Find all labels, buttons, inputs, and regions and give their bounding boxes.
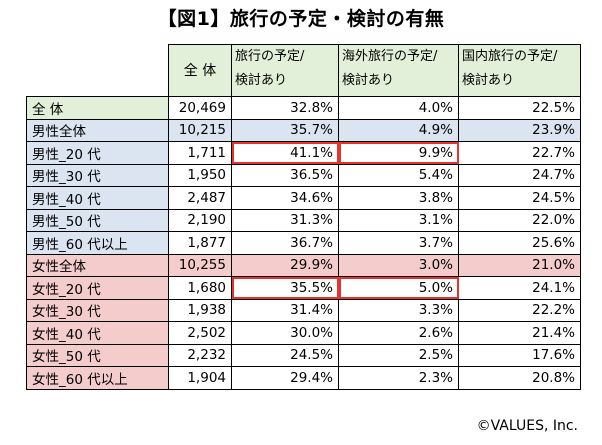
- row-label: 女性_50 代: [26, 343, 169, 367]
- cell-travel: 24.5%: [231, 343, 339, 367]
- cell-travel: 36.5%: [231, 163, 339, 187]
- table-row-male-30s: 男性_30 代 1,950 36.5% 5.4% 24.7%: [26, 163, 581, 187]
- cell-overseas: 3.3%: [338, 298, 459, 322]
- header-total: 全 体: [168, 44, 232, 97]
- row-label: 全 体: [26, 96, 169, 120]
- cell-travel: 30.0%: [231, 321, 339, 345]
- row-label: 女性全体: [26, 253, 169, 277]
- cell-overseas: 3.0%: [338, 253, 459, 277]
- cell-total: 2,502: [168, 321, 232, 345]
- row-label: 男性_20 代: [26, 141, 169, 165]
- cell-total: 10,255: [168, 253, 232, 277]
- cell-overseas: 4.0%: [338, 96, 459, 120]
- header-travel-line1: 旅行の予定/: [235, 49, 305, 64]
- cell-total: 2,232: [168, 343, 232, 367]
- cell-domestic: 22.5%: [458, 96, 581, 120]
- table-row-female-20s: 女性_20 代 1,680 35.5% 5.0% 24.1%: [26, 276, 581, 300]
- travel-plans-table: 全 体 旅行の予定/ 検討あり 海外旅行の予定/ 検討あり 国内旅行の予定/ 検…: [26, 44, 581, 390]
- table-row-male-50s: 男性_50 代 2,190 31.3% 3.1% 22.0%: [26, 208, 581, 232]
- cell-overseas: 3.1%: [338, 208, 459, 232]
- cell-total: 2,487: [168, 186, 232, 210]
- cell-overseas: 2.3%: [338, 366, 459, 390]
- cell-overseas: 4.9%: [338, 118, 459, 142]
- header-row: 全 体 旅行の予定/ 検討あり 海外旅行の予定/ 検討あり 国内旅行の予定/ 検…: [26, 44, 581, 97]
- cell-domestic: 24.5%: [458, 186, 581, 210]
- cell-total: 20,469: [168, 96, 232, 120]
- row-label: 男性_60 代以上: [26, 231, 169, 255]
- header-domestic: 国内旅行の予定/ 検討あり: [458, 44, 581, 97]
- cell-overseas-highlighted: 5.0%: [338, 276, 459, 300]
- cell-domestic: 20.8%: [458, 366, 581, 390]
- row-label: 男性_30 代: [26, 163, 169, 187]
- cell-travel: 32.8%: [231, 96, 339, 120]
- cell-total: 1,950: [168, 163, 232, 187]
- header-overseas-line1: 海外旅行の予定/: [342, 49, 438, 64]
- cell-overseas: 3.8%: [338, 186, 459, 210]
- table-row-male-all: 男性全体 10,215 35.7% 4.9% 23.9%: [26, 118, 581, 142]
- figure-title: 【図1】旅行の予定・検討の有無: [157, 8, 445, 30]
- cell-travel: 29.9%: [231, 253, 339, 277]
- table-row-female-60s-plus: 女性_60 代以上 1,904 29.4% 2.3% 20.8%: [26, 366, 581, 390]
- cell-travel: 31.3%: [231, 208, 339, 232]
- cell-travel: 35.7%: [231, 118, 339, 142]
- row-label: 女性_30 代: [26, 298, 169, 322]
- row-label: 男性全体: [26, 118, 169, 142]
- cell-travel: 29.4%: [231, 366, 339, 390]
- table-row-female-40s: 女性_40 代 2,502 30.0% 2.6% 21.4%: [26, 321, 581, 345]
- copyright-credit: ©VALUES, Inc.: [476, 418, 578, 434]
- cell-domestic: 25.6%: [458, 231, 581, 255]
- row-label: 男性_40 代: [26, 186, 169, 210]
- cell-total: 2,190: [168, 208, 232, 232]
- cell-travel-highlighted: 41.1%: [231, 141, 339, 165]
- row-label: 男性_50 代: [26, 208, 169, 232]
- cell-total: 1,904: [168, 366, 232, 390]
- cell-overseas: 5.4%: [338, 163, 459, 187]
- cell-domestic: 21.0%: [458, 253, 581, 277]
- cell-overseas-highlighted: 9.9%: [338, 141, 459, 165]
- header-overseas-line2: 検討あり: [342, 73, 395, 88]
- row-label: 女性_20 代: [26, 276, 169, 300]
- cell-domestic: 17.6%: [458, 343, 581, 367]
- cell-overseas: 2.6%: [338, 321, 459, 345]
- table-row-female-30s: 女性_30 代 1,938 31.4% 3.3% 22.2%: [26, 298, 581, 322]
- row-label: 女性_40 代: [26, 321, 169, 345]
- row-label: 女性_60 代以上: [26, 366, 169, 390]
- cell-total: 1,877: [168, 231, 232, 255]
- header-domestic-line2: 検討あり: [462, 73, 515, 88]
- cell-overseas: 3.7%: [338, 231, 459, 255]
- cell-domestic: 22.0%: [458, 208, 581, 232]
- table-row-male-60s-plus: 男性_60 代以上 1,877 36.7% 3.7% 25.6%: [26, 231, 581, 255]
- cell-domestic: 22.2%: [458, 298, 581, 322]
- cell-travel-highlighted: 35.5%: [231, 276, 339, 300]
- header-corner: [26, 44, 169, 97]
- cell-travel: 34.6%: [231, 186, 339, 210]
- cell-travel: 31.4%: [231, 298, 339, 322]
- header-travel-line2: 検討あり: [235, 73, 288, 88]
- cell-total: 10,215: [168, 118, 232, 142]
- cell-domestic: 21.4%: [458, 321, 581, 345]
- header-overseas: 海外旅行の予定/ 検討あり: [338, 44, 459, 97]
- table-row-female-50s: 女性_50 代 2,232 24.5% 2.5% 17.6%: [26, 343, 581, 367]
- table-row-male-20s: 男性_20 代 1,711 41.1% 9.9% 22.7%: [26, 141, 581, 165]
- cell-total: 1,680: [168, 276, 232, 300]
- cell-domestic: 24.1%: [458, 276, 581, 300]
- table-row-male-40s: 男性_40 代 2,487 34.6% 3.8% 24.5%: [26, 186, 581, 210]
- cell-domestic: 23.9%: [458, 118, 581, 142]
- cell-total: 1,938: [168, 298, 232, 322]
- cell-total: 1,711: [168, 141, 232, 165]
- table-row-all: 全 体 20,469 32.8% 4.0% 22.5%: [26, 96, 581, 120]
- table-row-female-all: 女性全体 10,255 29.9% 3.0% 21.0%: [26, 253, 581, 277]
- cell-domestic: 22.7%: [458, 141, 581, 165]
- header-travel: 旅行の予定/ 検討あり: [231, 44, 339, 97]
- cell-domestic: 24.7%: [458, 163, 581, 187]
- cell-overseas: 2.5%: [338, 343, 459, 367]
- header-domestic-line1: 国内旅行の予定/: [462, 49, 558, 64]
- cell-travel: 36.7%: [231, 231, 339, 255]
